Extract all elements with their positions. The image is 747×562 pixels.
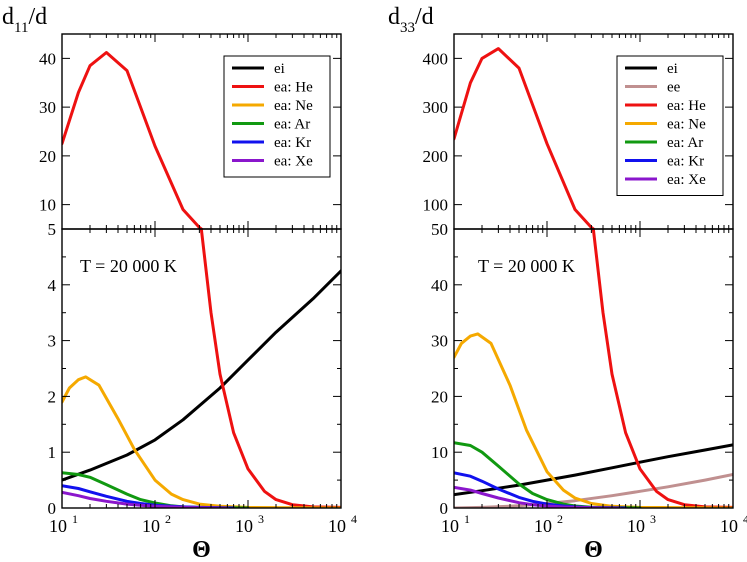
series-line-ea-he-upper: [454, 47, 596, 229]
x-tick-label: 10: [49, 516, 67, 536]
y-tick-label-lower: 50: [431, 220, 448, 239]
legend: ei ea: He ea: Ne ea: Ar ea: Kr ea: Xe: [223, 55, 331, 178]
legend-entry: ea: Ar: [667, 135, 703, 151]
y-axis-label: d33/d: [388, 4, 434, 36]
upper-curves: [454, 47, 733, 254]
y-tick-label-upper: 20: [39, 147, 56, 166]
legend-entry: ea: Ar: [274, 117, 310, 133]
y-tick-label-upper: 40: [39, 49, 56, 68]
x-tick-label-exponent: 2: [165, 512, 171, 526]
series-line-ee: [454, 473, 733, 508]
y-tick-label-lower: 1: [48, 443, 57, 462]
temperature-annotation: T = 20 000 K: [478, 256, 575, 276]
legend-entry: ea: Xe: [274, 154, 313, 170]
x-ticks: [453, 34, 734, 508]
legend-entry: ee: [667, 80, 681, 96]
x-tick-label-exponent: 1: [464, 512, 470, 526]
x-tick-label-exponent: 1: [72, 512, 78, 526]
y-axis-label: d11/d: [2, 4, 47, 36]
y-tick-label-upper: 200: [423, 147, 449, 166]
x-tick-label-exponent: 4: [351, 512, 357, 526]
legend-entry: ea: Kr: [274, 135, 311, 151]
upper-curves: [62, 51, 341, 254]
y-tick-label-lower: 0: [48, 499, 57, 518]
y-tick-label-lower: 3: [48, 332, 57, 351]
x-tick-label: 10: [235, 516, 253, 536]
x-axis-label: Θ: [192, 537, 211, 562]
x-tick-label-exponent: 3: [650, 512, 656, 526]
y-tick-label-lower: 40: [431, 276, 448, 295]
x-axis-label: Θ: [584, 537, 603, 562]
legend-entry: ea: Xe: [667, 172, 706, 188]
legend-entry: ea: Ne: [667, 117, 706, 133]
series-line-ea-he: [591, 229, 733, 508]
y-tick-label-lower: 4: [48, 276, 57, 295]
y-tick-label-lower: 20: [431, 387, 448, 406]
y-tick-label-upper: 10: [39, 196, 56, 215]
y-tick-label-lower: 10: [431, 443, 448, 462]
series-line-ea-kr-upper: [62, 251, 234, 253]
series-line-ea-he-upper: [62, 51, 204, 229]
series-line-ea-ar-upper: [62, 250, 248, 253]
y-tick-label-lower: 0: [440, 499, 449, 518]
right-panel: 10 1 10 2 10 3 10 4Θ10020030040001020304050d33/…: [388, 4, 747, 562]
series-line-ea-he: [199, 229, 341, 508]
legend-entry: ei: [667, 61, 678, 77]
series-line-ea-kr-upper: [454, 250, 626, 253]
series-line-ea-ar: [454, 441, 642, 508]
series-line-ei: [62, 269, 341, 482]
x-tick-label: 10: [328, 516, 346, 536]
series-line-ea-ne: [454, 332, 733, 508]
x-tick-label-exponent: 4: [743, 512, 747, 526]
series-line-ea-ar-upper: [454, 248, 640, 254]
x-tick-label: 10: [720, 516, 738, 536]
x-tick-label-exponent: 2: [557, 512, 563, 526]
y-tick-label-lower: 30: [431, 332, 448, 351]
legend-box: [616, 55, 724, 196]
y-tick-label-lower: 5: [48, 220, 57, 239]
left-panel: 10 1 10 2 10 3 10 4 Θ 10 20 30 40 0 1 2 3 4 5 d11/d T = 20 0…: [2, 4, 357, 562]
series-line-ee-upper: [454, 250, 733, 253]
legend-box: [223, 55, 331, 178]
series-line-ei-upper: [454, 248, 733, 252]
x-tick-label: 10: [627, 516, 645, 536]
legend-entry: ea: He: [274, 80, 313, 96]
temperature-annotation: T = 20 000 K: [80, 256, 177, 276]
x-tick-label-exponent: 3: [258, 512, 264, 526]
x-tick-label: 10: [142, 516, 160, 536]
y-tick-label-upper: 400: [423, 49, 449, 68]
series-line-ea-ne: [62, 375, 341, 508]
lower-curves: [454, 229, 733, 508]
legend-entry: ei: [274, 61, 285, 77]
x-tick-label: 10: [441, 516, 459, 536]
y-tick-label-upper: 30: [39, 98, 56, 117]
y-ticks: [454, 57, 733, 509]
legend: ei ee ea: He ea: Ne ea: Ar ea: Kr ea: Xe: [616, 55, 724, 196]
y-ticks: [62, 57, 341, 509]
y-tick-label-upper: 100: [423, 196, 449, 215]
legend-entry: ea: Ne: [274, 98, 313, 114]
legend-entry: ea: He: [667, 98, 706, 114]
x-ticks: [61, 34, 342, 508]
y-tick-label-lower: 2: [48, 387, 57, 406]
x-tick-label: 10: [534, 516, 552, 536]
series-line-ea-ne-upper: [62, 242, 341, 254]
y-tick-label-upper: 300: [423, 98, 449, 117]
series-line-ei: [454, 443, 733, 497]
legend-entry: ea: Kr: [667, 154, 704, 170]
